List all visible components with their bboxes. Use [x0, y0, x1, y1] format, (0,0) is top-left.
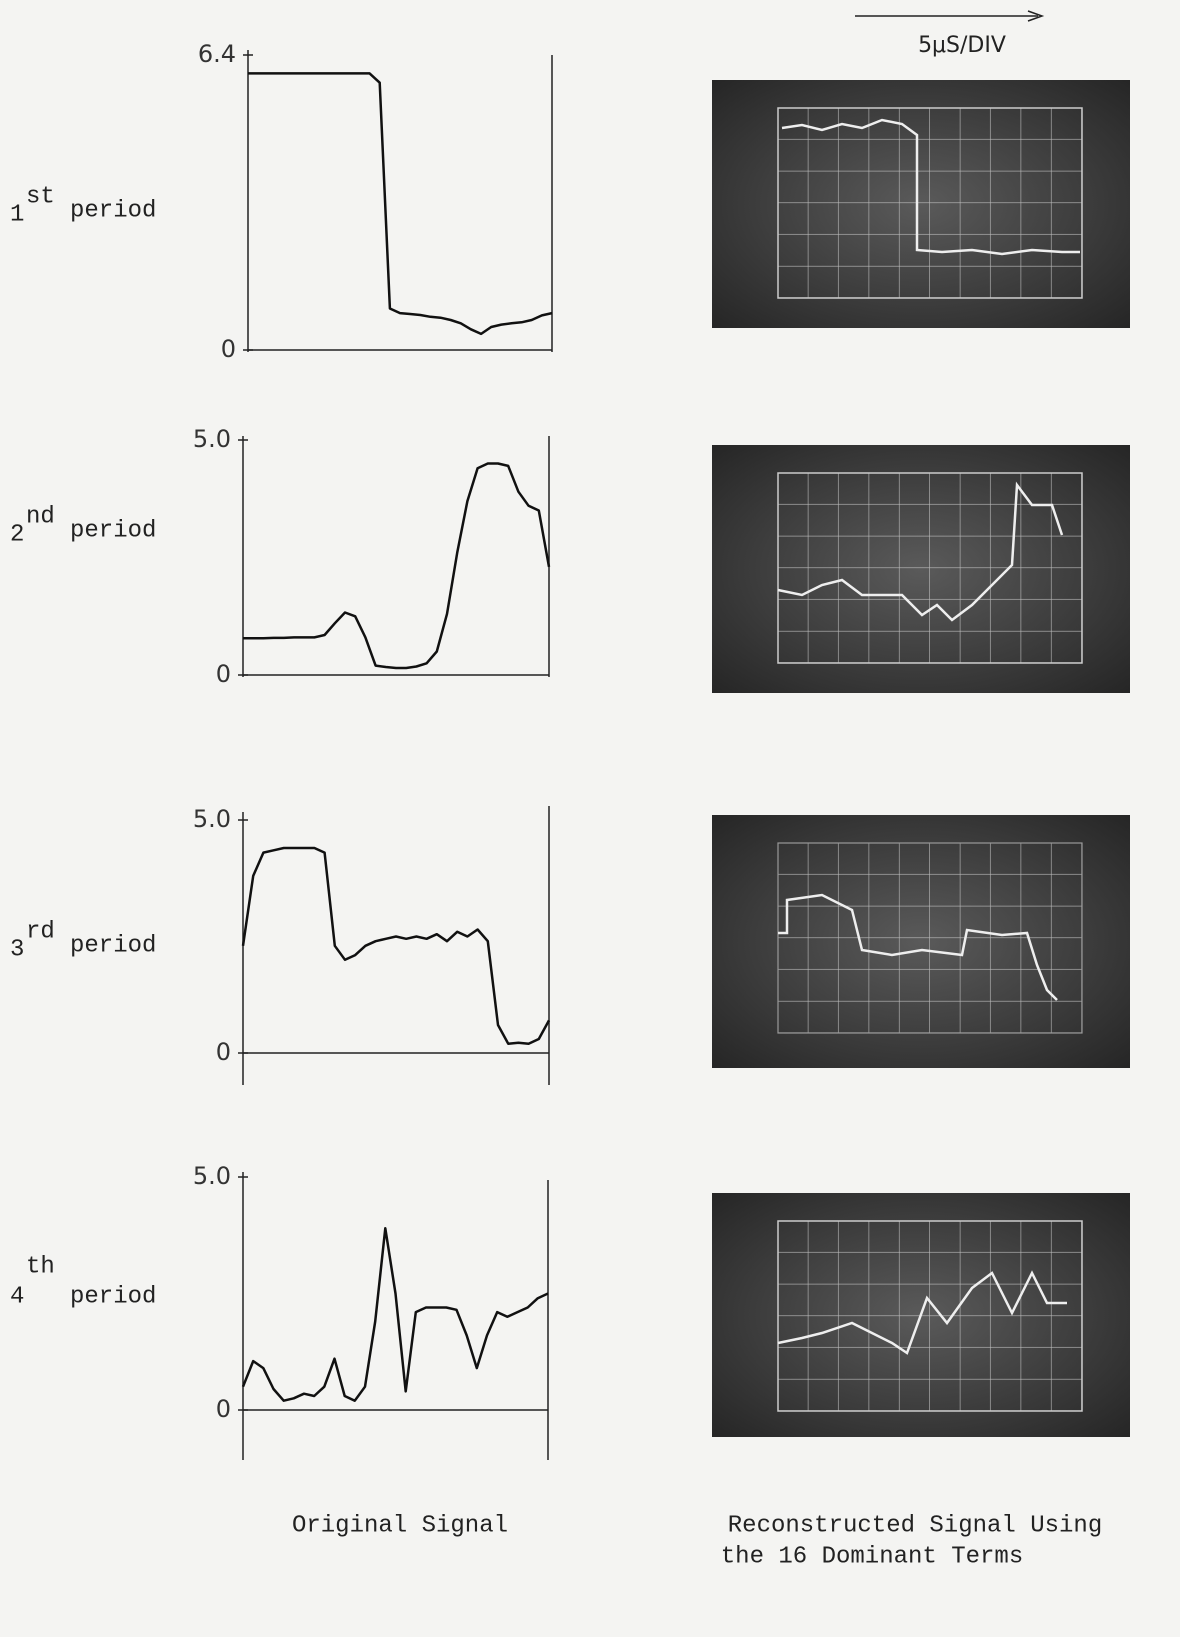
y-tick-label: 5.0: [193, 805, 231, 833]
scope-photo: [712, 815, 1130, 1068]
scope-photo: [712, 445, 1130, 693]
y-tick-label: 0: [221, 335, 236, 363]
period-word: period: [70, 932, 156, 959]
caption-right: Reconstructed Signal Using: [728, 1512, 1102, 1539]
period-ordinal: 1: [10, 201, 24, 228]
period-ordinal: 4: [10, 1283, 24, 1310]
period-suffix: st: [26, 183, 55, 210]
y-tick-label: 5.0: [193, 1162, 231, 1190]
period-suffix: nd: [26, 503, 55, 530]
caption-right: the 16 Dominant Terms: [721, 1543, 1023, 1570]
y-tick-label: 5.0: [193, 425, 231, 453]
chart: 0 5.0 3rd period: [10, 805, 551, 1085]
period-suffix: th: [26, 1253, 55, 1280]
period-ordinal: 3: [10, 936, 24, 963]
scope-photo: [712, 1193, 1130, 1437]
scope-photo: [712, 80, 1130, 328]
period-word: period: [70, 1283, 156, 1310]
caption-left: Original Signal: [292, 1512, 508, 1539]
arrow-head: [1027, 10, 1045, 22]
signal-line: [241, 1227, 549, 1402]
period-suffix: rd: [26, 918, 55, 945]
signal-line: [243, 462, 551, 670]
signal-line: [248, 72, 553, 336]
chart: 0 5.0 2nd period: [10, 425, 551, 688]
period-word: period: [70, 517, 156, 544]
y-tick-label: 0: [216, 660, 231, 688]
period-word: period: [70, 197, 156, 224]
y-tick-label: 0: [216, 1038, 231, 1066]
chart: 0 6.4 1st period: [10, 40, 553, 363]
y-tick-label: 0: [216, 1395, 231, 1423]
signal-line: [241, 846, 551, 1045]
period-ordinal: 2: [10, 521, 24, 548]
y-tick-label: 6.4: [198, 40, 236, 68]
chart: 0 5.0 th4 period: [10, 1162, 549, 1460]
scale-label: 5μS/DIV: [918, 33, 1006, 58]
